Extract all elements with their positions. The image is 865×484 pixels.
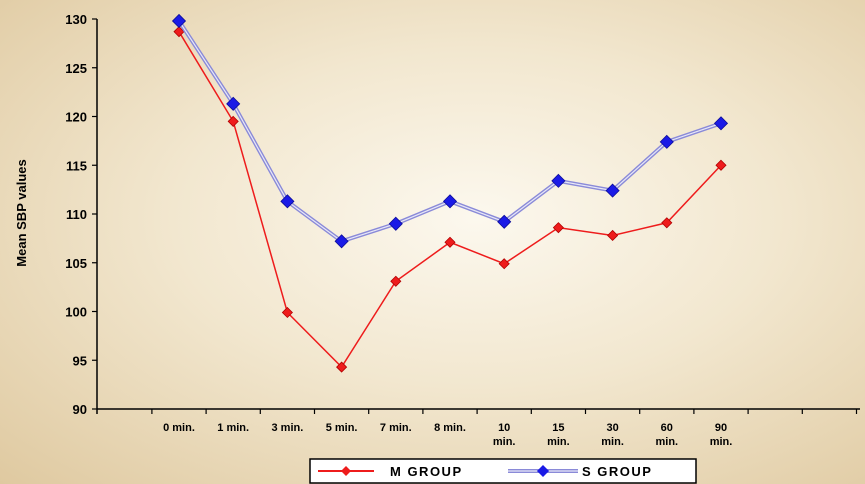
y-tick-label: 100 <box>65 305 87 320</box>
legend-entry-m-group: M GROUP <box>318 464 463 479</box>
y-tick-label: 110 <box>66 207 87 222</box>
data-point <box>227 115 239 127</box>
axes <box>92 18 860 414</box>
x-tick-label: 0 min. <box>163 422 195 434</box>
x-tick-label: 7 min. <box>380 422 412 434</box>
data-point <box>388 216 403 231</box>
y-tick-label: 95 <box>73 353 87 368</box>
legend-marker <box>341 466 351 476</box>
data-point <box>444 236 456 248</box>
data-point <box>715 159 727 171</box>
y-tick-label: 115 <box>66 158 87 173</box>
x-tick-label: 10 min. <box>493 422 516 448</box>
data-point <box>551 173 566 188</box>
data-point <box>607 229 619 242</box>
series-layer <box>171 13 729 373</box>
x-tick-label: 1 min. <box>217 422 249 434</box>
y-tick-label: 130 <box>65 12 87 27</box>
y-tick-label: 120 <box>65 110 87 125</box>
data-point <box>390 275 402 287</box>
data-point <box>661 217 673 229</box>
legend-label: M GROUP <box>390 464 463 479</box>
y-tick-label: 125 <box>65 61 87 76</box>
x-tick-label: 15 min. <box>547 422 570 448</box>
x-tick-label: 60 min. <box>655 422 678 448</box>
data-point <box>442 194 458 209</box>
x-tick-label: 5 min. <box>326 422 358 434</box>
y-tick-label: 105 <box>65 256 87 271</box>
y-tick-label: 90 <box>73 402 87 417</box>
series-m-group <box>173 26 727 373</box>
data-point <box>497 214 512 229</box>
data-point <box>226 96 241 111</box>
legend-label: S GROUP <box>582 464 652 479</box>
tick-labels: 90 95 100 105 110 115 120 125 130 0 min. 1 min. 3 m… <box>65 12 732 448</box>
legend-box <box>309 458 697 484</box>
x-tick-label: 8 min. <box>434 422 466 434</box>
x-tick-label: 30 min. <box>601 422 624 448</box>
data-point <box>659 134 674 149</box>
series-s-group <box>171 13 729 249</box>
data-point <box>552 222 564 234</box>
legend-marker <box>537 465 549 477</box>
data-point <box>171 13 187 29</box>
data-point <box>334 234 349 249</box>
data-point <box>498 258 510 270</box>
y-axis-label: Mean SBP values <box>14 159 29 266</box>
data-point <box>713 116 729 131</box>
legend: M GROUP S GROUP <box>309 458 697 484</box>
data-point <box>605 183 620 198</box>
data-point <box>281 306 293 319</box>
data-point <box>336 361 348 373</box>
x-tick-label: 90 min. <box>710 422 733 448</box>
legend-entry-s-group: S GROUP <box>508 464 652 479</box>
data-point <box>280 194 295 209</box>
data-point <box>173 26 185 38</box>
x-tick-label: 3 min. <box>272 422 304 434</box>
